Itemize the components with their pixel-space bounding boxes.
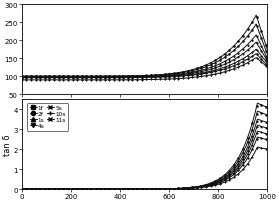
- Legend: 1f, 2f, 1s, 4s, 5s, 10s, 11s: 1f, 2f, 1s, 4s, 5s, 10s, 11s: [27, 103, 68, 131]
- Y-axis label: tan δ: tan δ: [3, 134, 12, 155]
